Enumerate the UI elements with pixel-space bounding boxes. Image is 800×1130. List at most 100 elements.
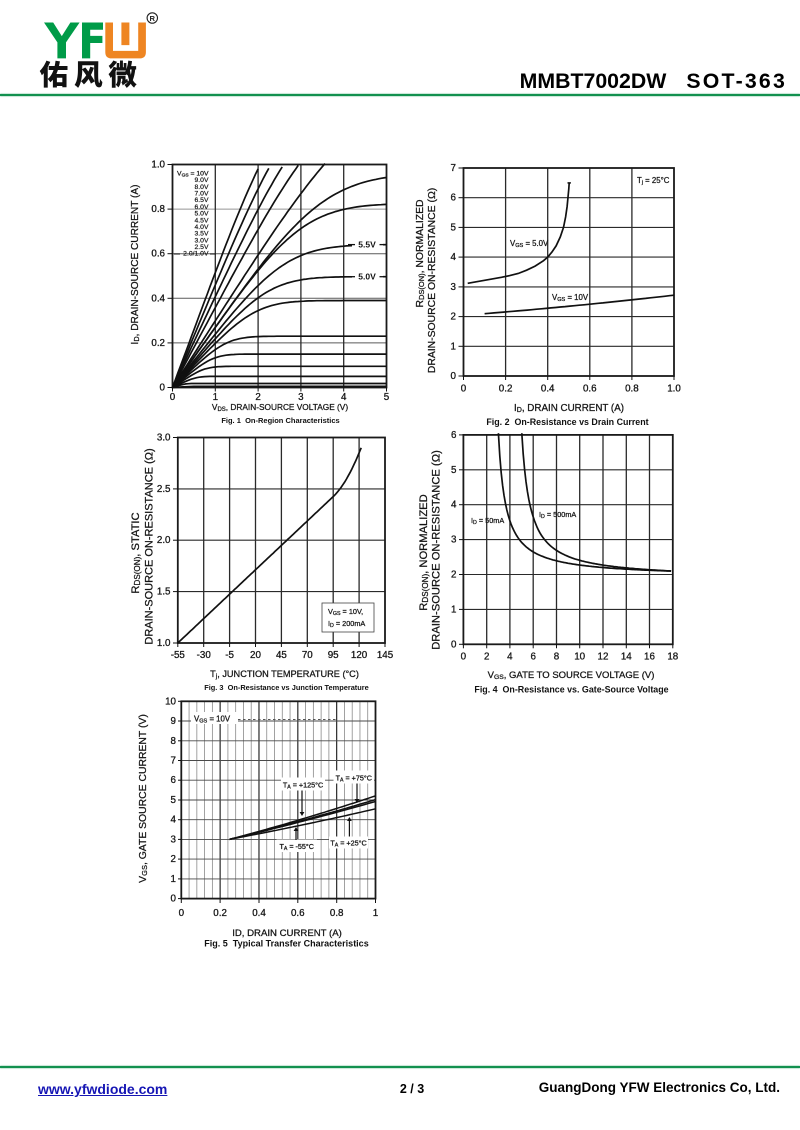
svg-text:VGS = 5.0V: VGS = 5.0V [510, 239, 549, 249]
svg-text:6: 6 [451, 193, 457, 204]
svg-text:0.2: 0.2 [499, 383, 513, 394]
svg-text:18: 18 [667, 652, 678, 663]
svg-text:2: 2 [451, 312, 456, 323]
svg-text:0.8: 0.8 [330, 908, 344, 919]
svg-text:6.5V: 6.5V [195, 197, 209, 204]
svg-text:Fig. 1 On-Region Characterist: Fig. 1 On-Region Characteristics [221, 416, 339, 425]
svg-text:ID = 200mA: ID = 200mA [328, 619, 365, 629]
svg-text:2.0/1.0V: 2.0/1.0V [183, 251, 209, 258]
svg-text:-30: -30 [197, 650, 212, 661]
svg-text:1: 1 [451, 604, 456, 615]
svg-text:TA = -55°C: TA = -55°C [279, 842, 314, 852]
svg-text:5: 5 [451, 222, 457, 233]
svg-text:2.5V: 2.5V [195, 244, 209, 251]
svg-text:6: 6 [451, 430, 457, 441]
svg-text:8: 8 [171, 736, 177, 747]
svg-text:DRAIN-SOURCE ON-RESISTANCE (Ω): DRAIN-SOURCE ON-RESISTANCE (Ω) [427, 188, 438, 373]
svg-text:Tj = 25°C: Tj = 25°C [637, 176, 670, 186]
svg-text:4: 4 [341, 392, 347, 403]
svg-text:4: 4 [507, 652, 513, 663]
svg-text:7: 7 [171, 756, 176, 767]
svg-text:3.0V: 3.0V [195, 237, 209, 244]
svg-text:VGS, GATE TO SOURCE VOLTAGE (V: VGS, GATE TO SOURCE VOLTAGE (V) [488, 670, 655, 681]
svg-text:5.0V: 5.0V [195, 211, 209, 218]
svg-text:Fig. 3 On-Resistance vs Junct: Fig. 3 On-Resistance vs Junction Tempera… [204, 683, 369, 692]
svg-text:95: 95 [328, 650, 339, 661]
svg-text:0: 0 [179, 908, 185, 919]
svg-text:12: 12 [598, 652, 609, 663]
svg-text:VDS, DRAIN-SOURCE VOLTAGE (V): VDS, DRAIN-SOURCE VOLTAGE (V) [212, 402, 348, 413]
svg-text:3: 3 [298, 392, 304, 403]
svg-text:0.8: 0.8 [151, 204, 165, 215]
svg-text:14: 14 [621, 652, 632, 663]
svg-text:ID, DRAIN CURRENT (A): ID, DRAIN CURRENT (A) [514, 403, 624, 414]
svg-text:6: 6 [530, 652, 536, 663]
svg-text:0.2: 0.2 [151, 338, 165, 349]
svg-text:4: 4 [451, 252, 457, 263]
svg-text:VGS = 10V: VGS = 10V [177, 171, 209, 179]
svg-text:0: 0 [160, 383, 166, 394]
svg-text:DRAIN-SOURCE ON-RESISTANCE (Ω): DRAIN-SOURCE ON-RESISTANCE (Ω) [144, 448, 156, 644]
svg-text:0: 0 [461, 652, 467, 663]
svg-text:Tj, JUNCTION TEMPERATURE (°C): Tj, JUNCTION TEMPERATURE (°C) [210, 669, 359, 680]
svg-text:0: 0 [171, 894, 177, 905]
svg-text:VGS = 10V,: VGS = 10V, [328, 607, 363, 617]
svg-text:3: 3 [451, 535, 457, 546]
svg-text:TA = +125°C: TA = +125°C [283, 780, 323, 790]
svg-text:7.0V: 7.0V [195, 191, 209, 198]
svg-text:0.6: 0.6 [583, 383, 597, 394]
svg-text:Fig. 4 On-Resistance vs. Gate: Fig. 4 On-Resistance vs. Gate-Source Vol… [474, 685, 668, 695]
svg-text:RDS(ON), NORMALIZED: RDS(ON), NORMALIZED [418, 494, 430, 610]
svg-text:16: 16 [644, 652, 655, 663]
svg-text:20: 20 [250, 650, 261, 661]
svg-text:0: 0 [451, 371, 457, 382]
svg-text:2: 2 [171, 854, 176, 865]
svg-text:1.0: 1.0 [667, 383, 681, 394]
svg-text:2: 2 [484, 652, 489, 663]
svg-text:5.0V: 5.0V [358, 272, 376, 282]
svg-text:RDS(ON), STATIC: RDS(ON), STATIC [130, 512, 142, 593]
svg-text:120: 120 [351, 650, 368, 661]
svg-text:1: 1 [451, 341, 456, 352]
svg-text:3.5V: 3.5V [195, 231, 209, 238]
svg-text:0.4: 0.4 [541, 383, 555, 394]
svg-text:9.0V: 9.0V [195, 177, 209, 184]
svg-text:TA = +75°C: TA = +75°C [336, 773, 372, 783]
svg-text:4: 4 [171, 815, 177, 826]
svg-text:5: 5 [384, 392, 390, 403]
svg-text:0.6: 0.6 [151, 249, 165, 260]
svg-text:0.8: 0.8 [625, 383, 639, 394]
svg-text:0.4: 0.4 [151, 293, 165, 304]
svg-text:5: 5 [451, 465, 457, 476]
svg-text:7: 7 [451, 163, 456, 174]
svg-text:VGS = 10V: VGS = 10V [194, 715, 231, 725]
svg-text:8: 8 [554, 652, 560, 663]
svg-text:ID, DRAIN CURRENT (A): ID, DRAIN CURRENT (A) [232, 928, 342, 939]
svg-text:70: 70 [302, 650, 313, 661]
svg-text:6.0V: 6.0V [195, 204, 209, 211]
svg-text:9: 9 [171, 716, 176, 727]
svg-text:VGS, GATE SOURCE CURRENT (V): VGS, GATE SOURCE CURRENT (V) [138, 714, 149, 883]
svg-text:Fig. 2 On-Resistance vs Drain: Fig. 2 On-Resistance vs Drain Current [486, 417, 648, 427]
svg-text:1.5: 1.5 [157, 587, 171, 598]
svg-text:3.0: 3.0 [157, 433, 171, 444]
svg-text:ID = 500mA: ID = 500mA [539, 510, 576, 520]
svg-text:-5: -5 [225, 650, 234, 661]
svg-text:0: 0 [461, 383, 467, 394]
svg-text:ID, DRAIN-SOURCE CURRENT (A): ID, DRAIN-SOURCE CURRENT (A) [130, 185, 141, 345]
svg-text:1: 1 [213, 392, 218, 403]
svg-text:4.5V: 4.5V [195, 217, 209, 224]
svg-text:0: 0 [451, 639, 457, 650]
svg-text:2: 2 [451, 570, 456, 581]
svg-text:4: 4 [451, 500, 457, 511]
svg-text:1.0: 1.0 [157, 638, 171, 649]
svg-text:TA = +25°C: TA = +25°C [330, 838, 366, 848]
svg-text:DRAIN-SOURCE ON-RESISTANCE (Ω): DRAIN-SOURCE ON-RESISTANCE (Ω) [431, 450, 443, 650]
svg-text:ID = 50mA: ID = 50mA [471, 516, 504, 526]
svg-text:0: 0 [170, 392, 176, 403]
svg-text:5.5V: 5.5V [358, 240, 376, 250]
svg-text:0.4: 0.4 [252, 908, 266, 919]
svg-text:45: 45 [276, 650, 287, 661]
svg-text:2.0: 2.0 [157, 535, 171, 546]
svg-text:3: 3 [171, 834, 177, 845]
